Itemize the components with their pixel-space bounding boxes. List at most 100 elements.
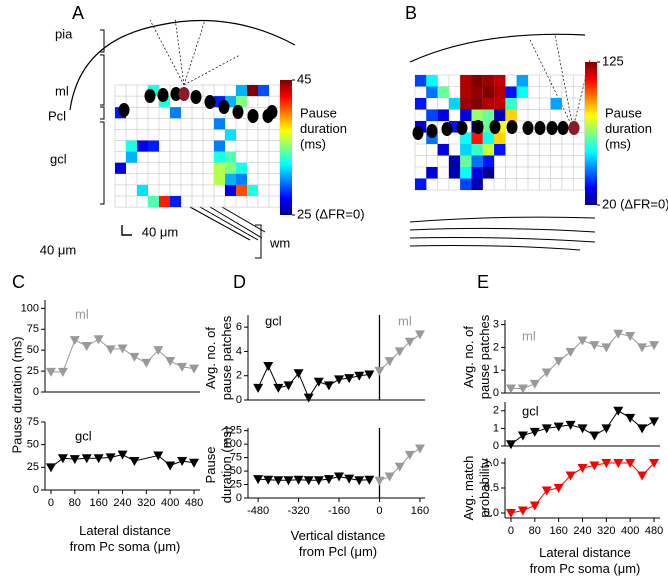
heatmap-cell	[471, 75, 483, 87]
marker	[189, 458, 200, 468]
heatmap-cell	[214, 140, 225, 152]
marker	[117, 450, 128, 460]
x-tick-label: 80	[529, 525, 541, 537]
heatmap-cell	[170, 196, 181, 208]
marker	[601, 459, 612, 468]
y-tick-label: 75	[27, 323, 39, 335]
series-line	[257, 364, 370, 399]
pc-soma	[170, 87, 182, 101]
series-label: ml	[522, 328, 536, 343]
heatmap-cell	[170, 107, 181, 119]
y-axis-label: Pause duration (ms)	[9, 336, 24, 453]
x-tick-label: -160	[328, 505, 350, 517]
heatmap-cell	[415, 75, 427, 87]
marker	[165, 357, 176, 367]
heatmap-cell	[494, 144, 506, 156]
series-label: gcl	[265, 313, 282, 328]
heatmap-cell	[214, 173, 225, 185]
heatmap-cell	[437, 86, 449, 98]
colorbar-tick-label: 25 (ΔFR=0)	[297, 206, 365, 221]
heatmap-cell	[236, 162, 247, 174]
heatmap-cell	[460, 144, 472, 156]
heatmap-cell	[247, 184, 258, 196]
pc-soma	[178, 87, 190, 101]
marker	[263, 475, 274, 485]
marker	[565, 420, 576, 430]
y-tick-label: 0.0	[484, 507, 499, 519]
x-tick-label: 0	[48, 497, 54, 509]
marker	[577, 424, 588, 434]
y-tick-label: 0	[33, 386, 39, 398]
marker	[404, 337, 415, 347]
y-tick-label: 50	[230, 465, 242, 477]
heatmap-cell	[471, 109, 483, 121]
y-tick-label: 1.0	[484, 457, 499, 469]
marker	[553, 357, 564, 367]
heatmap-cell	[494, 109, 506, 121]
y-tick-label: 75	[27, 416, 39, 428]
heatmap-cell	[460, 109, 472, 121]
heatmap-cell	[471, 132, 483, 144]
heatmap-cell	[225, 173, 236, 185]
marker	[601, 343, 612, 353]
pc-soma	[157, 88, 169, 102]
marker	[293, 475, 304, 485]
heatmap-cell	[494, 86, 506, 98]
pc-soma	[190, 90, 202, 104]
marker	[323, 475, 334, 485]
marker	[374, 476, 385, 486]
marker	[177, 362, 188, 372]
pc-soma	[456, 121, 468, 135]
marker	[57, 454, 68, 464]
marker	[529, 501, 540, 511]
heatmap-cell	[471, 167, 483, 179]
marker	[303, 476, 314, 486]
heatmap-cell	[426, 132, 438, 144]
layer-label: gcl	[50, 151, 67, 166]
heatmap-cell	[137, 140, 148, 152]
heatmap-cell	[236, 96, 247, 108]
y-tick-label: 4	[236, 345, 242, 357]
heatmap-cell	[471, 86, 483, 98]
marker	[589, 431, 600, 441]
series-label: gcl	[522, 403, 539, 418]
y-tick-label: 50	[27, 344, 39, 356]
anatomy-decor	[69, 17, 596, 259]
marker	[625, 331, 636, 341]
layer-label: pia	[55, 26, 73, 41]
marker	[384, 472, 395, 482]
heatmap-cell	[437, 144, 449, 156]
heatmap-cell	[214, 118, 225, 130]
marker	[613, 459, 624, 468]
marker	[637, 471, 648, 481]
heatmap-cell	[115, 162, 126, 174]
heatmap-cell	[214, 151, 225, 163]
x-tick-label: 400	[161, 497, 179, 509]
heatmap-cell	[516, 86, 528, 98]
marker	[283, 381, 294, 391]
pc-soma	[247, 109, 259, 123]
x-tick-label: 160	[89, 497, 107, 509]
marker	[414, 330, 425, 340]
x-tick-label: 240	[573, 525, 591, 537]
colorbar-label: Pause duration (ms)	[605, 106, 652, 152]
y-tick-label: 3	[493, 318, 499, 330]
heatmap-cell	[225, 151, 236, 163]
marker	[517, 384, 528, 394]
marker	[344, 374, 355, 384]
heatmap-cell	[471, 98, 483, 110]
marker	[253, 475, 264, 485]
heatmap-cell	[494, 132, 506, 144]
pc-soma	[546, 121, 558, 135]
panel-label: D	[233, 272, 246, 292]
marker	[529, 379, 540, 389]
marker	[394, 462, 405, 472]
x-tick-label: -480	[247, 505, 269, 517]
marker	[354, 371, 365, 381]
marker	[649, 459, 660, 468]
heatmap-cell	[148, 85, 159, 97]
x-axis-label: Lateral distance from Pc soma (μm)	[530, 546, 641, 577]
x-tick-label: 480	[645, 525, 663, 537]
marker	[354, 476, 365, 486]
heatmap-cell	[426, 86, 438, 98]
